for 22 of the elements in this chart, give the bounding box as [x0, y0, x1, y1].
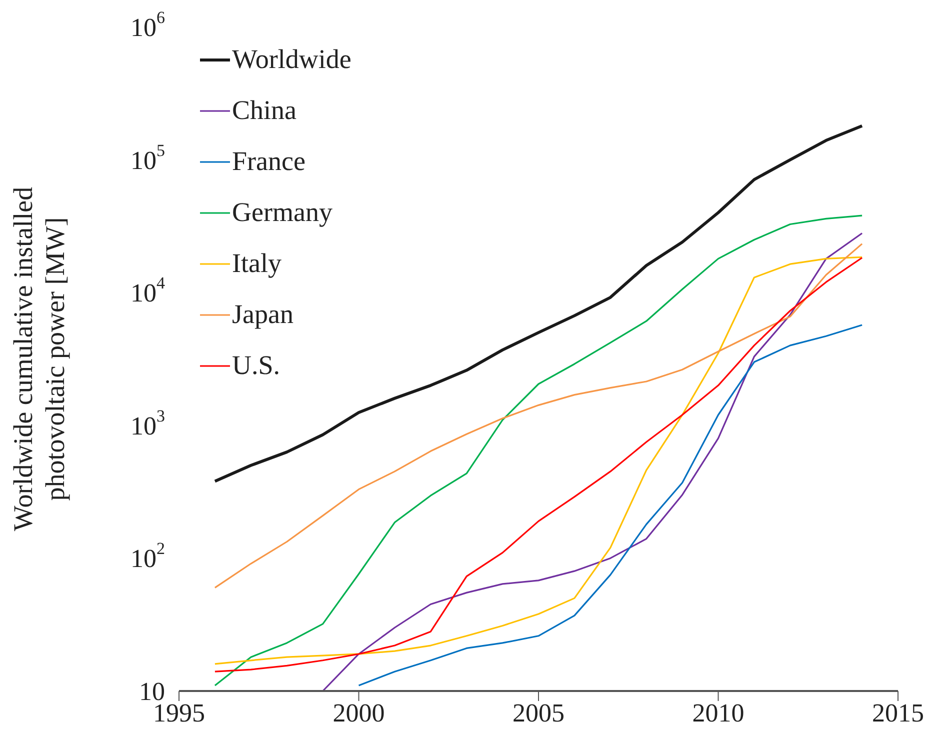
x-tick-label: 2015	[872, 698, 924, 728]
y-tick-label: 10	[139, 676, 165, 706]
legend-label: China	[232, 95, 296, 126]
line-series	[213, 124, 864, 483]
legend-label: Italy	[232, 248, 282, 279]
y-axis-title: Worldwide cumulative installed photovoltaic power [MW]	[8, 186, 70, 532]
legend-label: U.S.	[232, 350, 280, 381]
y-tick-label: 10$^{4}$	[130, 274, 166, 308]
x-tick-label: 2010	[692, 698, 744, 728]
y-tick-label: 10$^{2}$	[130, 539, 165, 573]
y-tick-label: 10$^{5}$	[130, 140, 165, 174]
legend-label: Germany	[232, 197, 332, 228]
x-tick-label: 2000	[332, 698, 385, 728]
legend-label: France	[232, 146, 306, 177]
line-series	[214, 243, 863, 588]
legend-label: Worldwide	[232, 44, 352, 75]
y-tick-label: 10$^{3}$	[130, 406, 165, 440]
x-tick-label: 2005	[512, 698, 564, 728]
line-series	[322, 232, 863, 691]
legend-label: Japan	[232, 299, 294, 330]
line-series	[358, 324, 863, 686]
y-tick-label: 10$^{6}$	[130, 8, 165, 42]
